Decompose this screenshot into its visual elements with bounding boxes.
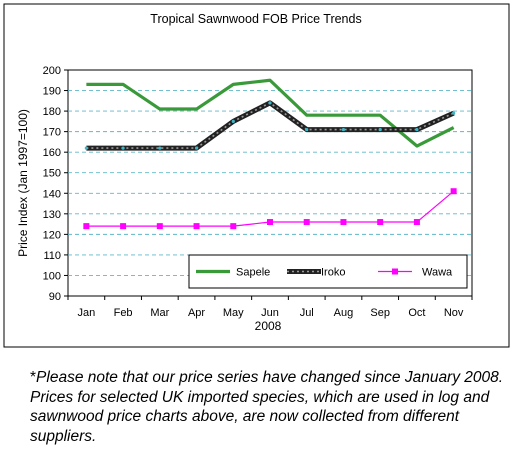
iroko-point bbox=[341, 127, 346, 132]
x-tick-label: Oct bbox=[408, 307, 425, 319]
x-tick-label: Jun bbox=[261, 307, 279, 319]
legend-box bbox=[188, 254, 468, 289]
series-lines bbox=[83, 78, 457, 230]
iroko-point bbox=[158, 146, 162, 150]
wawa-point bbox=[377, 219, 384, 226]
x-tick-label: Nov bbox=[444, 307, 464, 319]
wawa-point bbox=[193, 223, 200, 230]
iroko-point bbox=[305, 127, 309, 132]
x-axis-label: 2008 bbox=[255, 319, 282, 333]
footnote: *Please note that our price series have … bbox=[30, 368, 510, 446]
axes: 90 100 110 120 130 140 150 160 170 180 190 200 Jan Fe… bbox=[43, 65, 473, 319]
wawa-point bbox=[156, 223, 163, 230]
y-tick-label: 180 bbox=[43, 106, 61, 118]
x-tick-label: Feb bbox=[114, 307, 133, 319]
y-axis-label: Price Index (Jan 1997=100) bbox=[16, 109, 30, 257]
iroko-legend-label: Iroko bbox=[321, 267, 345, 279]
sapele-legend-label: Sapele bbox=[236, 267, 270, 279]
x-tick-label: Sep bbox=[370, 307, 390, 319]
footnote-marker: * bbox=[30, 369, 37, 386]
iroko-point bbox=[194, 146, 199, 150]
footnote-text: Please note that our price series have c… bbox=[30, 369, 504, 445]
wawa-point bbox=[340, 219, 347, 226]
y-tick-label: 120 bbox=[43, 229, 61, 241]
price-trend-chart: Tropical Sawnwood FOB Price Trends 90 100… bbox=[3, 3, 510, 348]
x-tick-label: May bbox=[223, 307, 244, 319]
y-tick-label: 170 bbox=[43, 127, 61, 139]
y-tick-label: 100 bbox=[43, 270, 61, 282]
y-tick-label: 90 bbox=[49, 291, 61, 303]
y-tick-label: 160 bbox=[43, 147, 61, 159]
wawa-point bbox=[267, 219, 273, 226]
legend: Sapele Iroko Wawa bbox=[188, 254, 468, 289]
x-tick-label: Jan bbox=[77, 307, 95, 319]
y-tick-label: 200 bbox=[43, 65, 61, 77]
wawa-point bbox=[120, 223, 127, 230]
wawa-point bbox=[450, 188, 457, 195]
iroko-point bbox=[231, 119, 235, 123]
y-tick-label: 130 bbox=[43, 209, 61, 221]
wawa-point bbox=[230, 223, 237, 230]
wawa-point bbox=[413, 219, 420, 226]
x-tick-label: Mar bbox=[150, 307, 169, 319]
x-tick-label: Jul bbox=[300, 307, 314, 319]
y-tick-label: 140 bbox=[43, 188, 61, 200]
iroko-point bbox=[268, 101, 272, 105]
iroko-point bbox=[121, 146, 125, 150]
y-tick-label: 150 bbox=[43, 168, 61, 180]
chart-title: Tropical Sawnwood FOB Price Trends bbox=[150, 12, 361, 26]
x-tick-label: Aug bbox=[334, 307, 354, 319]
iroko-point bbox=[452, 111, 456, 115]
iroko-point bbox=[415, 127, 419, 132]
wawa-point bbox=[303, 219, 310, 226]
wawa-point bbox=[83, 223, 90, 230]
wawa-legend-label: Wawa bbox=[422, 267, 453, 279]
x-tick-label: Apr bbox=[188, 307, 205, 319]
iroko-point bbox=[84, 146, 88, 150]
wawa-legend-marker bbox=[392, 268, 398, 275]
y-tick-label: 190 bbox=[43, 86, 61, 98]
iroko-point bbox=[378, 127, 382, 132]
y-tick-label: 110 bbox=[43, 250, 61, 262]
